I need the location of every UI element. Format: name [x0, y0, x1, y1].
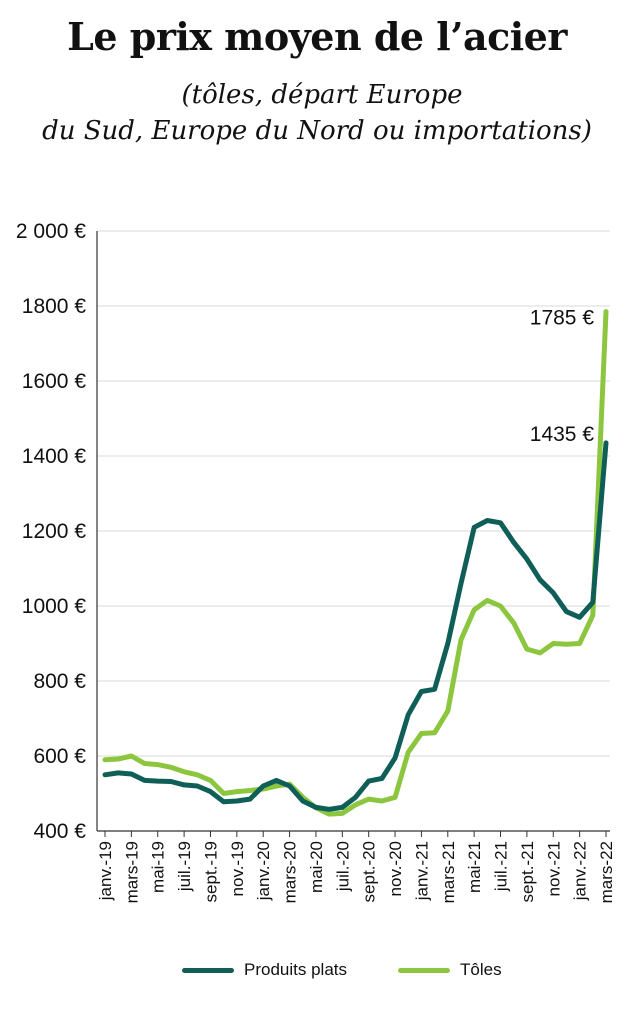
- y-tick-label-2000: 2 000 €: [16, 220, 86, 243]
- x-tick-label-nov.-19: nov.-19: [228, 841, 247, 896]
- x-tick-label-nov.-20: nov.-20: [386, 841, 405, 896]
- annotation-produits-plats: 1435 €: [530, 423, 595, 446]
- x-tick-label-janv.-22: janv.-22: [571, 841, 590, 901]
- legend-label-toles: Tôles: [460, 960, 502, 979]
- x-tick-label-mars-22: mars-22: [597, 841, 616, 903]
- legend-item-toles: Tôles: [398, 958, 502, 982]
- x-tick-label-nov.-21: nov.-21: [544, 841, 563, 896]
- y-tick-label-1800: 1800 €: [22, 295, 87, 318]
- y-tick-label-800: 800 €: [33, 670, 86, 693]
- x-tick-label-mai-19: mai-19: [149, 841, 168, 893]
- x-tick-label-mai-20: mai-20: [307, 841, 326, 893]
- x-tick-label-mars-20: mars-20: [281, 841, 300, 903]
- x-tick-label-sept.-20: sept.-20: [360, 841, 379, 902]
- chart-title: Le prix moyen de l’acier: [67, 14, 567, 59]
- y-tick-label-1600: 1600 €: [22, 370, 87, 393]
- y-tick-label-400: 400 €: [33, 820, 86, 843]
- chart-subtitle-line-2: du Sud, Europe du Nord ou importations): [42, 116, 592, 146]
- grid-lines: [97, 230, 610, 757]
- series-line-produits-plats: [102, 440, 609, 812]
- y-tick-label-1200: 1200 €: [22, 520, 87, 543]
- y-tick-label-600: 600 €: [33, 745, 86, 768]
- x-tick-label-mars-21: mars-21: [439, 841, 458, 903]
- annotations: 1785 € 1435 €: [530, 307, 595, 446]
- legend-item-produits-plats: Produits plats: [182, 958, 347, 982]
- y-tick-label-1000: 1000 €: [22, 595, 87, 618]
- y-tick-label-1400: 1400 €: [22, 445, 87, 468]
- x-tick-labels: janv.-19 mars-19 mai-19 juil.-19 sept.-19 nov…: [96, 841, 616, 903]
- x-tick-label-sept.-19: sept.-19: [201, 841, 220, 902]
- x-tick-label-juil.-20: juil.-20: [333, 841, 352, 892]
- legend-swatch-toles: [398, 967, 450, 973]
- x-tick-label-mars-19: mars-19: [122, 841, 141, 903]
- annotation-toles: 1785 €: [530, 307, 595, 330]
- axes: [96, 231, 610, 837]
- legend-swatch-produits-plats: [182, 967, 234, 973]
- x-tick-label-sept.-21: sept.-21: [518, 841, 537, 902]
- legend-label-produits-plats: Produits plats: [244, 960, 347, 979]
- chart-subtitle-line-1: (tôles, départ Europe: [181, 80, 463, 110]
- x-tick-label-janv.-19: janv.-19: [96, 841, 115, 901]
- series-lines: [102, 309, 609, 817]
- x-tick-label-janv.-20: janv.-20: [254, 841, 273, 901]
- x-tick-label-juil.-21: juil.-21: [492, 841, 511, 892]
- x-tick-label-juil.-19: juil.-19: [175, 841, 194, 892]
- x-tick-label-janv.-21: janv.-21: [412, 841, 431, 901]
- series-line-toles: [102, 309, 609, 817]
- x-tick-label-mai-21: mai-21: [465, 841, 484, 893]
- y-tick-labels: 400 € 600 € 800 € 1000 € 1200 € 1400 € 1600 € 1…: [16, 220, 86, 843]
